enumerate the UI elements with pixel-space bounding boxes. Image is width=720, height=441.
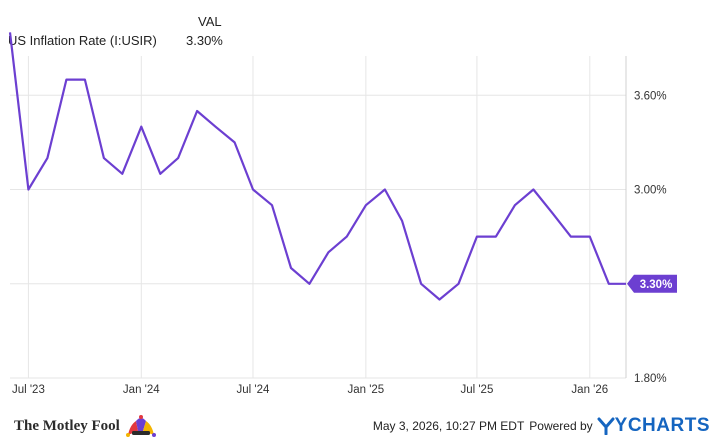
brand-name: The Motley Fool bbox=[14, 417, 120, 434]
grid-lines bbox=[10, 56, 626, 379]
y-axis: 3.60%3.00%2.40%1.80% bbox=[634, 90, 667, 385]
motley-fool-logo: The Motley Fool bbox=[14, 414, 158, 438]
series-value: 3.30% bbox=[186, 33, 223, 48]
powered-by-label: Powered by bbox=[529, 419, 593, 433]
value-column-header: VAL bbox=[198, 14, 222, 29]
last-value-badge: 3.30% bbox=[627, 274, 677, 293]
ycharts-logo-text: YCHARTS bbox=[614, 415, 710, 436]
ycharts-y-icon bbox=[597, 417, 615, 435]
x-tick-label: Jan '24 bbox=[123, 384, 160, 396]
x-tick-label: Jul '25 bbox=[460, 384, 493, 396]
timestamp: May 3, 2026, 10:27 PM EDT bbox=[372, 419, 525, 433]
footer-attribution: May 3, 2026, 10:27 PM EDT Powered by YCH… bbox=[373, 414, 710, 438]
last-value-badge-shape bbox=[627, 274, 677, 293]
series-name: US Inflation Rate (I:USIR) bbox=[8, 33, 157, 48]
y-tick-label: 1.80% bbox=[634, 373, 667, 385]
x-axis: Jul '23 Jan '24 Jul '24 Jan '25 Jul '25 Jan '… bbox=[12, 384, 608, 396]
last-value-label: 3.30% bbox=[640, 279, 673, 291]
y-tick-label: 3.60% bbox=[634, 90, 667, 102]
jester-cap-icon bbox=[125, 415, 156, 437]
x-tick-label: Jul '24 bbox=[237, 384, 270, 396]
x-tick-label: Jan '26 bbox=[571, 384, 608, 396]
y-tick-label: 3.00% bbox=[634, 185, 667, 197]
series-line bbox=[8, 32, 626, 301]
x-tick-label: Jan '25 bbox=[347, 384, 384, 396]
x-tick-label: Jul '23 bbox=[12, 384, 45, 396]
